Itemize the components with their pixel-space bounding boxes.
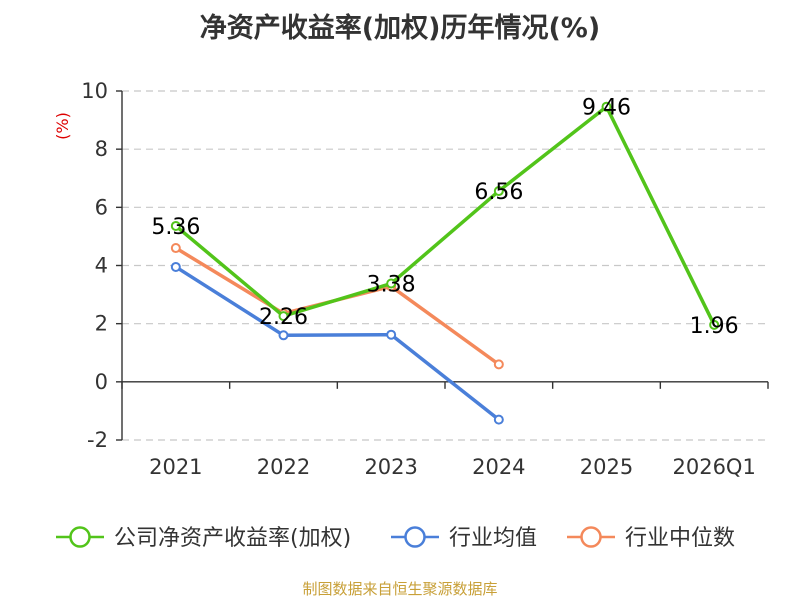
y-tick-label: 8	[95, 137, 108, 161]
data-point	[601, 101, 612, 112]
data-point	[170, 261, 181, 272]
data-label: 2.26	[259, 305, 308, 330]
series-line	[174, 104, 716, 327]
x-tick-label: 2021	[149, 455, 202, 479]
data-point	[493, 414, 504, 425]
x-tick-label: 2026Q1	[672, 455, 755, 479]
y-tick-label: -2	[87, 428, 108, 452]
data-point	[170, 220, 181, 231]
x-tick-label: 2022	[257, 455, 310, 479]
source-note: 制图数据来自恒生聚源数据库	[302, 580, 498, 598]
legend-marker	[69, 526, 91, 548]
data-point	[386, 278, 397, 289]
legend-label: 行业均值	[449, 526, 537, 551]
x-tick-label: 2025	[580, 455, 633, 479]
y-tick-label: 0	[95, 370, 108, 394]
data-point	[709, 319, 720, 330]
data-point	[493, 359, 504, 370]
series-line	[174, 265, 501, 422]
data-label: 9.46	[582, 96, 631, 121]
data-label: 3.38	[367, 273, 416, 298]
data-point	[170, 243, 181, 254]
data-point	[278, 311, 289, 322]
data-point	[493, 186, 504, 197]
data-label: 6.56	[474, 180, 523, 205]
y-tick-label: 10	[81, 79, 108, 103]
data-label: 1.96	[690, 314, 739, 339]
data-point	[278, 330, 289, 341]
x-tick-label: 2023	[364, 455, 417, 479]
y-tick-label: 2	[95, 312, 108, 336]
data-point	[386, 329, 397, 340]
legend-label: 公司净资产收益率(加权)	[114, 526, 351, 551]
data-label: 5.36	[151, 215, 200, 240]
chart-title: 净资产收益率(加权)历年情况(%)	[199, 13, 601, 44]
legend-marker	[580, 526, 602, 548]
y-tick-label: 6	[95, 195, 108, 219]
y-tick-label: 4	[95, 254, 108, 278]
legend-label: 行业中位数	[625, 526, 735, 551]
y-axis-label: (%)	[53, 112, 72, 140]
x-tick-label: 2024	[472, 455, 525, 479]
legend-marker	[404, 526, 426, 548]
